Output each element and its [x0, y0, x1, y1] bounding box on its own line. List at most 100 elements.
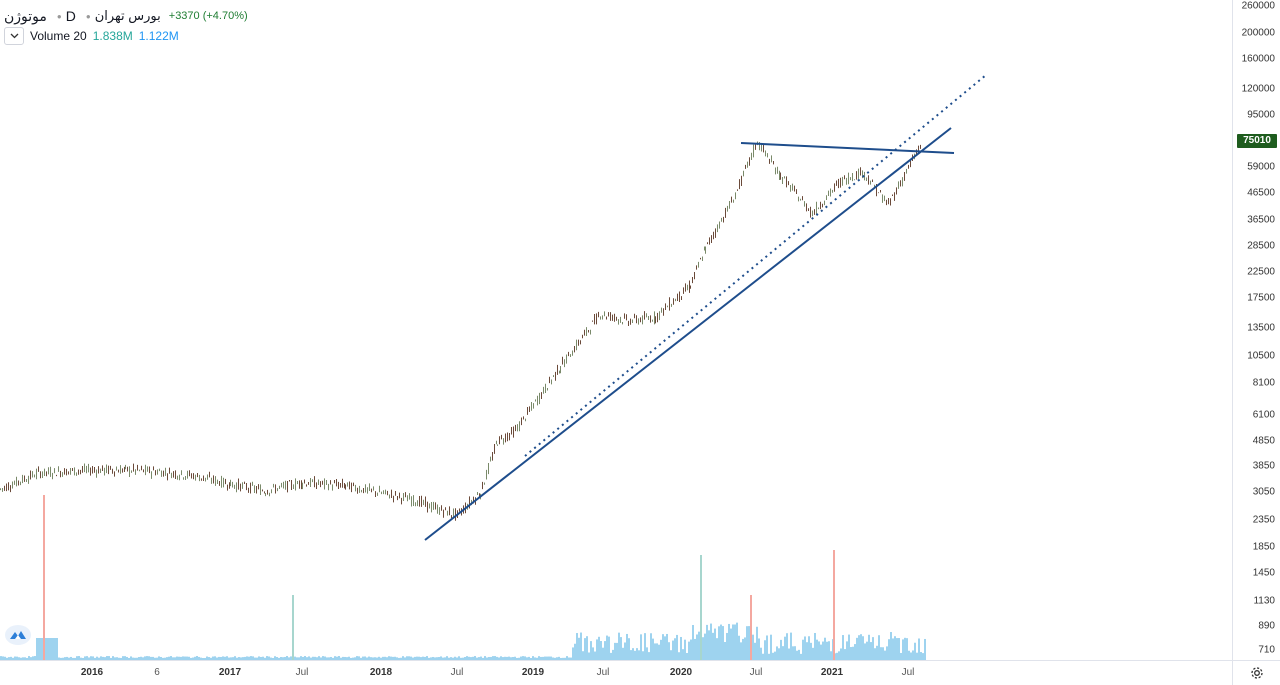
volume-bar	[644, 633, 646, 660]
volume-bar	[584, 638, 586, 660]
volume-bar	[800, 653, 802, 660]
volume-bar	[298, 657, 300, 660]
volume-bar	[40, 638, 42, 660]
volume-bar	[158, 656, 160, 660]
volume-bar	[364, 656, 366, 660]
volume-bar	[516, 657, 518, 660]
volume-bar	[132, 657, 134, 660]
volume-bar	[172, 657, 174, 660]
volume-bar	[726, 632, 728, 660]
gear-icon[interactable]	[1232, 660, 1280, 685]
volume-bar	[92, 656, 94, 660]
price-tick-label: 1850	[1252, 541, 1275, 553]
volume-bar	[830, 651, 832, 660]
volume-bar	[330, 656, 332, 660]
volume-bar	[382, 656, 384, 660]
chevron-down-icon[interactable]	[4, 27, 24, 45]
volume-bar	[190, 657, 192, 660]
volume-value-1: 1.838M	[92, 29, 133, 43]
volume-bar	[0, 656, 2, 660]
volume-bar	[118, 657, 120, 660]
chart-pane[interactable]: موتوژن ● D ● بورس تهران +3370 (+4.70%) V…	[0, 0, 1232, 660]
price-tick-label: 6100	[1252, 409, 1275, 421]
price-tick-label: 36500	[1247, 214, 1275, 226]
volume-bar	[112, 656, 114, 660]
volume-bar	[540, 656, 542, 660]
volume-bar	[720, 624, 722, 660]
volume-bar	[486, 657, 488, 660]
volume-indicator-label[interactable]: Volume 20	[30, 29, 87, 43]
volume-bar	[338, 656, 340, 660]
volume-bar	[520, 656, 522, 660]
volume-bar	[562, 657, 564, 660]
volume-bar	[276, 657, 278, 660]
volume-bar	[106, 656, 108, 660]
time-axis[interactable]: 2016 6 2017 Jul 2018 Jul 2019 Jul 2020 Jul 2021 Jul	[0, 660, 1232, 685]
time-tick-label: 2021	[820, 667, 844, 678]
last-price-label: 75010	[1237, 134, 1277, 148]
resistance-line[interactable]	[740, 142, 955, 154]
time-tick-label: Jul	[596, 667, 610, 678]
volume-bar	[838, 651, 840, 660]
volume-bar	[686, 652, 688, 660]
volume-bar	[422, 656, 424, 660]
volume-bar	[552, 657, 554, 660]
volume-bar	[850, 647, 852, 660]
trendline-dotted[interactable]	[524, 74, 987, 457]
volume-bar	[664, 636, 666, 660]
volume-bar	[868, 634, 870, 660]
volume-bar	[424, 656, 426, 660]
volume-bar	[110, 657, 112, 660]
volume-bar	[564, 657, 566, 660]
time-tick-label: 2016	[80, 667, 104, 678]
volume-bar	[88, 657, 90, 660]
volume-bar	[882, 647, 884, 660]
volume-bar	[792, 646, 794, 660]
volume-bar	[258, 656, 260, 660]
volume-bar	[788, 648, 790, 660]
volume-bar	[232, 657, 234, 660]
volume-bar	[196, 656, 198, 660]
volume-bar	[144, 656, 146, 660]
volume-bar	[212, 656, 214, 660]
volume-bar	[574, 643, 576, 660]
price-change: +3370 (+4.70%)	[168, 10, 248, 22]
volume-bar	[624, 642, 626, 660]
volume-bar	[32, 656, 34, 660]
tradingview-logo-icon[interactable]	[5, 625, 31, 645]
volume-bar	[76, 656, 78, 660]
separator-dot: ●	[85, 11, 91, 21]
price-tick-label: 3850	[1252, 460, 1275, 472]
volume-bar	[310, 657, 312, 660]
volume-bar	[22, 657, 24, 660]
price-chart[interactable]	[0, 0, 1232, 660]
volume-bar	[690, 639, 692, 660]
interval-label[interactable]: D	[65, 8, 76, 24]
volume-bar	[802, 639, 804, 660]
price-axis[interactable]: 260000 200000 160000 120000 95000 59000 46500 3…	[1232, 0, 1280, 660]
volume-bar	[26, 657, 28, 660]
volume-bar	[784, 636, 786, 660]
time-tick-label: 6	[154, 667, 160, 678]
trendline-main[interactable]	[424, 127, 952, 541]
volume-bar	[704, 633, 706, 660]
volume-bar	[546, 656, 548, 660]
volume-bar	[462, 657, 464, 660]
volume-bar	[632, 648, 634, 660]
volume-bar	[48, 638, 50, 660]
volume-bar	[910, 652, 912, 660]
volume-bar	[96, 656, 98, 660]
volume-bar	[730, 628, 732, 660]
volume-bar	[122, 656, 124, 660]
volume-bar	[790, 632, 792, 660]
volume-bar	[56, 638, 58, 660]
volume-bar	[368, 656, 370, 660]
volume-bar	[174, 657, 176, 660]
symbol-name[interactable]: موتوژن	[4, 7, 47, 24]
volume-bar	[718, 626, 720, 660]
volume-bar	[710, 623, 712, 660]
volume-bar	[446, 656, 448, 660]
volume-bar	[280, 657, 282, 660]
volume-bar	[796, 650, 798, 660]
volume-bar	[414, 656, 416, 660]
